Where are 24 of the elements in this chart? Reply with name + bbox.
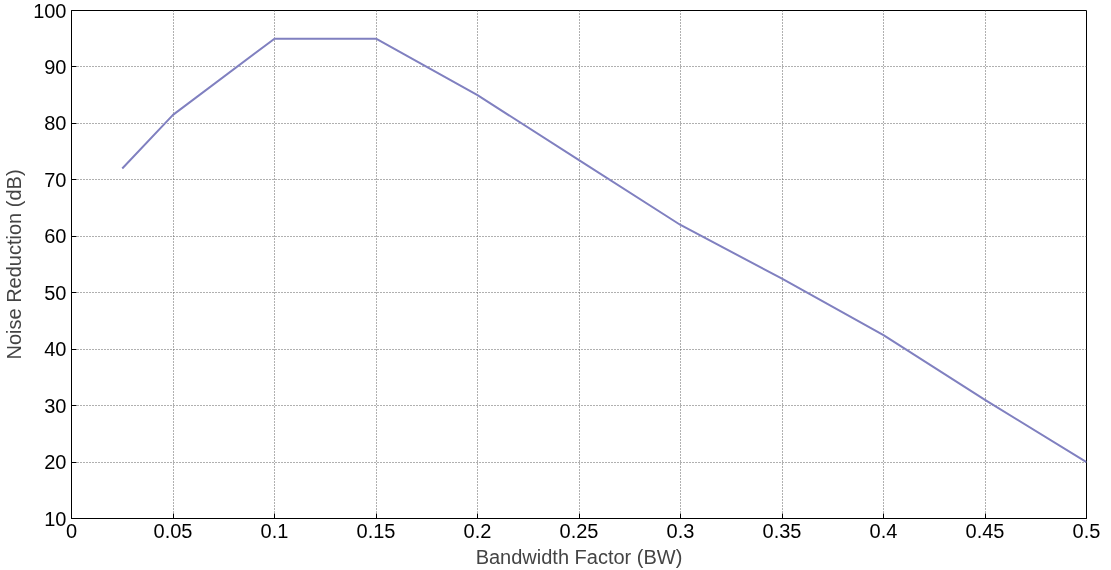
y-tick-label: 90 [44, 55, 67, 78]
x-tick-label: 0.25 [559, 519, 599, 542]
x-tick-label: 0.35 [762, 519, 802, 542]
y-tick-label: 70 [44, 168, 67, 191]
y-tick-label: 80 [44, 112, 67, 135]
y-tick-label: 40 [44, 338, 67, 361]
x-tick-label: 0.3 [666, 519, 695, 542]
y-tick-label: 30 [44, 394, 67, 417]
x-axis-title: Bandwidth Factor (BW) [475, 545, 683, 568]
y-tick-label: 10 [44, 507, 67, 530]
y-tick-label: 20 [44, 451, 67, 474]
x-tick-label: 0 [65, 519, 78, 542]
x-tick-label: 0.1 [260, 519, 289, 542]
y-tick-label: 50 [44, 281, 67, 304]
x-tick-label: 0.2 [463, 519, 492, 542]
x-tick-label: 0.05 [153, 519, 193, 542]
y-tick-label: 60 [44, 225, 67, 248]
y-tick-label: 100 [33, 0, 67, 22]
line-series [121, 37, 1087, 464]
x-tick-label: 0.4 [869, 519, 898, 542]
x-tick-label: 0.5 [1072, 519, 1101, 542]
x-tick-label: 0.15 [356, 519, 396, 542]
y-axis-title: Noise Reduction (dB) [3, 169, 26, 360]
x-tick-label: 0.45 [965, 519, 1005, 542]
